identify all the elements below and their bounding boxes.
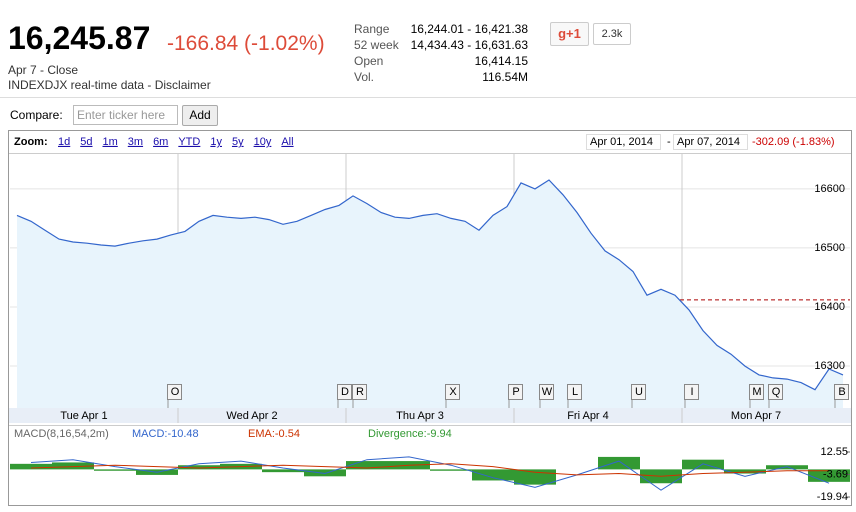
y-tick-label: 16300 (814, 360, 845, 372)
range-change: -302.09 (-1.83%) (752, 136, 835, 148)
y-tick-label: 12.55 (820, 446, 848, 458)
separator (0, 97, 856, 98)
legend-entry: MACD:-10.48 (132, 428, 199, 440)
event-flag-label: L (572, 386, 578, 398)
zoom-option[interactable]: 5d (80, 136, 92, 148)
x-tick-label: Wed Apr 2 (226, 410, 277, 422)
zoom-option[interactable]: All (281, 136, 293, 148)
legend-entry: Divergence:-9.94 (368, 428, 452, 440)
x-tick-label: Mon Apr 7 (731, 410, 781, 422)
price-line (16, 179, 844, 391)
event-flag[interactable] (749, 384, 764, 400)
y-tick-label: -3.69 (823, 468, 848, 480)
legend-entry: EMA:-0.54 (248, 428, 300, 440)
divergence-bar (52, 462, 94, 470)
event-flag-label: D (341, 386, 349, 398)
event-flag[interactable] (834, 384, 849, 400)
ticker-input[interactable]: Enter ticker here (73, 105, 178, 125)
divergence-bar (598, 456, 640, 470)
price-change: -166.84 (-1.02%) (167, 32, 325, 55)
stat-label: Open (354, 54, 384, 68)
event-flag[interactable] (631, 384, 646, 400)
indicator-title: MACD(8,16,54,2m) (14, 428, 109, 440)
x-tick-label: Thu Apr 3 (396, 410, 444, 422)
indicator-line (30, 456, 830, 491)
divergence-bar (766, 465, 808, 470)
y-tick-label: 16400 (814, 301, 845, 313)
event-flag[interactable] (684, 384, 699, 400)
divergence-bar (178, 465, 220, 470)
stat-value: 14,434.43 - 16,631.63 (410, 38, 528, 52)
event-flag-label: B (838, 386, 845, 398)
event-flag[interactable] (539, 384, 554, 400)
stat-label: 52 week (354, 38, 399, 52)
compare-label: Compare: (10, 108, 63, 122)
event-flag[interactable] (768, 384, 783, 400)
event-flag-label: X (449, 386, 457, 398)
zoom-option[interactable]: 1d (58, 136, 70, 148)
stat-label: Vol. (354, 70, 375, 84)
event-flag-label: W (542, 386, 553, 398)
event-flag-label: U (635, 386, 643, 398)
price: 16,245.87 (8, 20, 151, 56)
y-tick-label: 16600 (814, 183, 845, 195)
divergence-bar (514, 469, 556, 485)
divergence-bar (262, 469, 304, 473)
event-flag-label: I (690, 386, 693, 398)
x-tick-label: Tue Apr 1 (60, 410, 107, 422)
range-start: Apr 01, 2014 (590, 136, 653, 148)
divergence-bar (10, 463, 52, 470)
divergence-bar (682, 459, 724, 470)
stat-value: 16,414.15 (474, 54, 528, 68)
add-button[interactable]: Add (182, 105, 218, 126)
zoom-option[interactable]: 10y (254, 136, 272, 148)
price-area (17, 180, 843, 408)
divergence-bar (472, 469, 514, 481)
divergence-bar (346, 461, 388, 470)
divergence-bar (724, 469, 766, 474)
range-dash: - (667, 136, 671, 148)
event-flag-label: R (356, 386, 364, 398)
stat-value: 16,244.01 - 16,421.38 (410, 22, 528, 36)
x-tick-label: Fri Apr 4 (567, 410, 609, 422)
zoom-label: Zoom: (14, 136, 48, 148)
event-flag[interactable] (567, 384, 582, 400)
zoom-option[interactable]: 1m (103, 136, 118, 148)
event-flag-label: M (752, 386, 761, 398)
event-flag[interactable] (508, 384, 523, 400)
event-flag[interactable] (167, 384, 182, 400)
event-flag-label: P (512, 386, 519, 398)
event-flag[interactable] (337, 384, 352, 400)
zoom-option[interactable]: 5y (232, 136, 244, 148)
y-tick-label: -19.94 (817, 491, 848, 503)
divergence-bar (94, 469, 136, 471)
divergence-bar (430, 469, 472, 471)
stat-value: 116.54M (482, 70, 528, 84)
indicator-line (30, 463, 829, 477)
date-axis-band (9, 408, 851, 423)
quote-date: Apr 7 - Close (8, 63, 79, 77)
plus-one-button[interactable]: g+1 (550, 22, 589, 46)
zoom-option[interactable]: YTD (178, 136, 200, 148)
range-end: Apr 07, 2014 (677, 136, 740, 148)
data-source[interactable]: INDEXDJX real-time data - Disclaimer (8, 78, 211, 92)
event-flag-label: O (171, 386, 180, 398)
zoom-option[interactable]: 1y (210, 136, 222, 148)
date-box[interactable] (586, 134, 661, 150)
zoom-option[interactable]: 6m (153, 136, 168, 148)
event-flag[interactable] (352, 384, 367, 400)
plus-one-count: 2.3k (593, 23, 631, 45)
chart-frame (8, 130, 852, 506)
stat-label: Range (354, 22, 390, 36)
event-flag[interactable] (445, 384, 460, 400)
zoom-option[interactable]: 3m (128, 136, 143, 148)
y-tick-label: 16500 (814, 242, 845, 254)
divergence-bar (304, 469, 346, 477)
date-box[interactable] (673, 134, 748, 150)
event-flag-label: Q (772, 386, 781, 398)
